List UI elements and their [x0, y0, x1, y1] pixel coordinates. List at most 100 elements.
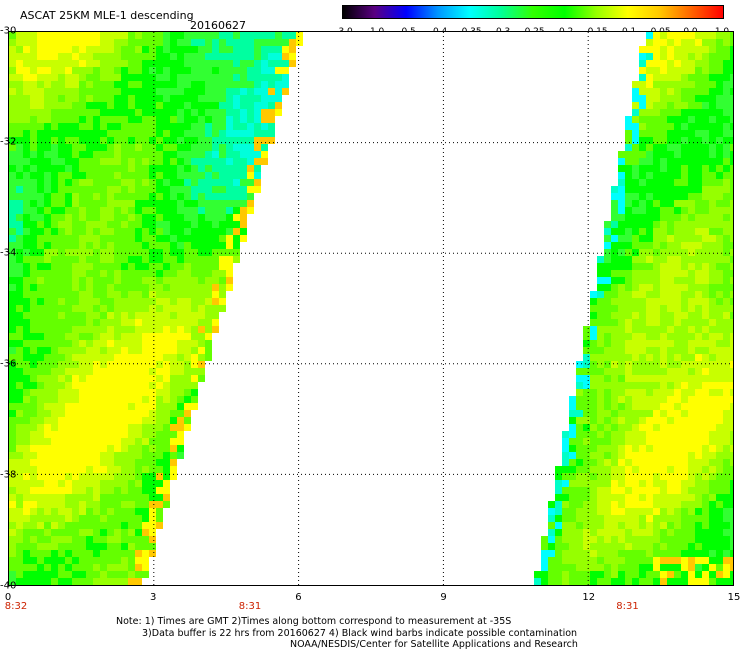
swath-cell: [674, 438, 681, 445]
swath-cell: [646, 277, 653, 284]
swath-cell: [247, 88, 254, 95]
swath-cell: [23, 361, 30, 368]
swath-cell: [716, 480, 723, 487]
swath-cell: [128, 53, 135, 60]
swath-cell: [254, 179, 261, 186]
swath-cell: [660, 487, 667, 494]
swath-cell: [128, 305, 135, 312]
swath-cell: [156, 151, 163, 158]
swath-cell: [16, 235, 23, 242]
swath-cell: [58, 242, 65, 249]
swath-cell: [233, 242, 240, 249]
swath-cell: [618, 340, 625, 347]
swath-cell: [632, 424, 639, 431]
x-axis-label: 6: [295, 592, 302, 603]
swath-cell: [9, 67, 16, 74]
swath-cell: [723, 207, 730, 214]
swath-cell: [716, 368, 723, 375]
swath-cell: [16, 165, 23, 172]
swath-cell: [667, 242, 674, 249]
swath-cell: [128, 382, 135, 389]
swath-cell: [30, 494, 37, 501]
swath-cell: [660, 200, 667, 207]
swath-cell: [702, 368, 709, 375]
swath-cell: [121, 578, 128, 585]
swath-cell: [128, 151, 135, 158]
swath-cell: [65, 508, 72, 515]
swath-cell: [723, 186, 730, 193]
swath-cell: [128, 88, 135, 95]
swath-cell: [51, 452, 58, 459]
swath-cell: [65, 515, 72, 522]
swath-cell: [730, 116, 733, 123]
swath-cell: [254, 116, 261, 123]
swath-cell: [583, 466, 590, 473]
swath-cell: [121, 242, 128, 249]
swath-cell: [114, 466, 121, 473]
swath-cell: [639, 550, 646, 557]
swath-cell: [723, 473, 730, 480]
swath-cell: [65, 312, 72, 319]
swath-cell: [730, 340, 733, 347]
swath-cell: [149, 389, 156, 396]
swath-cell: [611, 375, 618, 382]
swath-cell: [163, 46, 170, 53]
swath-cell: [660, 389, 667, 396]
swath-cell: [16, 438, 23, 445]
swath-cell: [695, 298, 702, 305]
swath-cell: [37, 109, 44, 116]
swath-cell: [30, 578, 37, 585]
swath-cell: [709, 284, 716, 291]
swath-cell: [674, 200, 681, 207]
swath-cell: [618, 403, 625, 410]
swath-cell: [240, 207, 247, 214]
swath-cell: [212, 207, 219, 214]
swath-cell: [730, 32, 733, 39]
swath-cell: [247, 102, 254, 109]
swath-cell: [667, 179, 674, 186]
swath-cell: [184, 186, 191, 193]
swath-cell: [730, 403, 733, 410]
swath-cell: [219, 179, 226, 186]
swath-cell: [44, 165, 51, 172]
swath-cell: [135, 445, 142, 452]
swath-cell: [114, 39, 121, 46]
swath-cell: [632, 270, 639, 277]
swath-cell: [107, 361, 114, 368]
swath-cell: [597, 508, 604, 515]
swath-cell: [240, 39, 247, 46]
swath-cell: [702, 522, 709, 529]
swath-cell: [611, 235, 618, 242]
swath-cell: [65, 53, 72, 60]
swath-cell: [730, 123, 733, 130]
swath-cell: [184, 228, 191, 235]
swath-cell: [16, 487, 23, 494]
swath-cell: [170, 88, 177, 95]
swath-cell: [30, 550, 37, 557]
swath-cell: [23, 529, 30, 536]
swath-cell: [170, 410, 177, 417]
swath-cell: [646, 270, 653, 277]
swath-cell: [226, 165, 233, 172]
swath-cell: [177, 81, 184, 88]
swath-cell: [681, 109, 688, 116]
swath-cell: [618, 480, 625, 487]
swath-cell: [128, 508, 135, 515]
swath-cell: [30, 137, 37, 144]
swath-cell: [653, 515, 660, 522]
swath-cell: [702, 480, 709, 487]
swath-cell: [212, 165, 219, 172]
swath-cell: [37, 403, 44, 410]
swath-cell: [709, 487, 716, 494]
swath-cell: [170, 221, 177, 228]
swath-cell: [142, 368, 149, 375]
swath-cell: [58, 354, 65, 361]
swath-cell: [233, 116, 240, 123]
swath-cell: [107, 557, 114, 564]
swath-cell: [86, 571, 93, 578]
swath-cell: [583, 557, 590, 564]
swath-cell: [58, 88, 65, 95]
swath-cell: [632, 550, 639, 557]
swath-cell: [135, 228, 142, 235]
swath-cell: [674, 543, 681, 550]
